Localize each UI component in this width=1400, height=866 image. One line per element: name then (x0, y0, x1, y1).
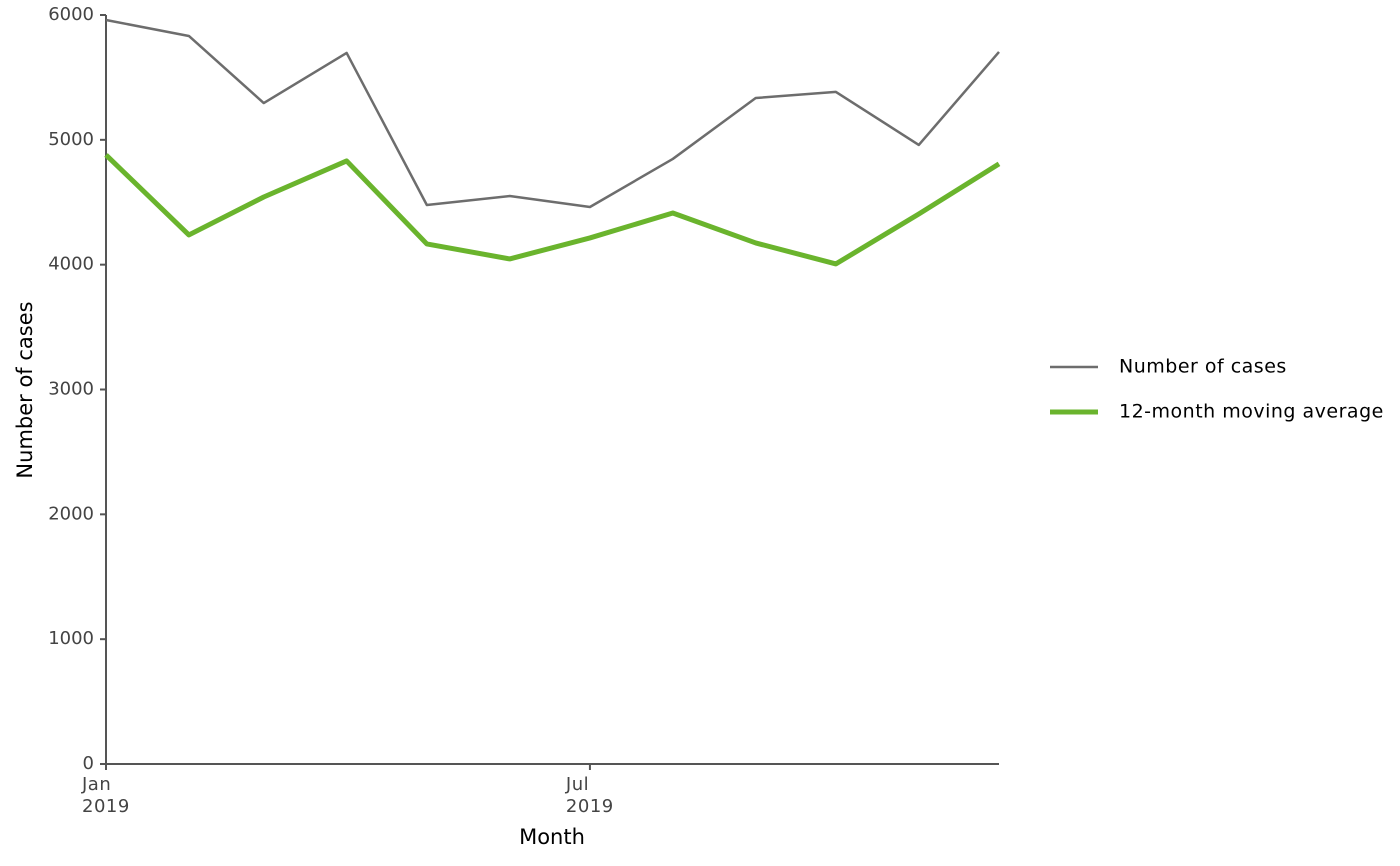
y-axis-title: Number of cases (13, 301, 37, 478)
series-line (105, 18, 1000, 209)
y-tick-label: 1000 (48, 628, 94, 649)
x-tick-label: Jan 2019 (82, 774, 130, 817)
x-axis-title: Month (519, 825, 585, 849)
y-tick-label: 6000 (48, 4, 94, 25)
legend-label: 12-month moving average (1119, 401, 1384, 423)
y-tick-label: 5000 (48, 129, 94, 150)
y-tick-label: 3000 (48, 379, 94, 400)
legend-label: Number of cases (1119, 356, 1287, 378)
x-tick-label: Jul 2019 (565, 774, 614, 817)
series-line (104, 153, 1001, 267)
y-tick-label: 4000 (48, 254, 94, 275)
y-tick-label: 2000 (48, 503, 94, 524)
y-tick-label: 0 (83, 753, 94, 774)
